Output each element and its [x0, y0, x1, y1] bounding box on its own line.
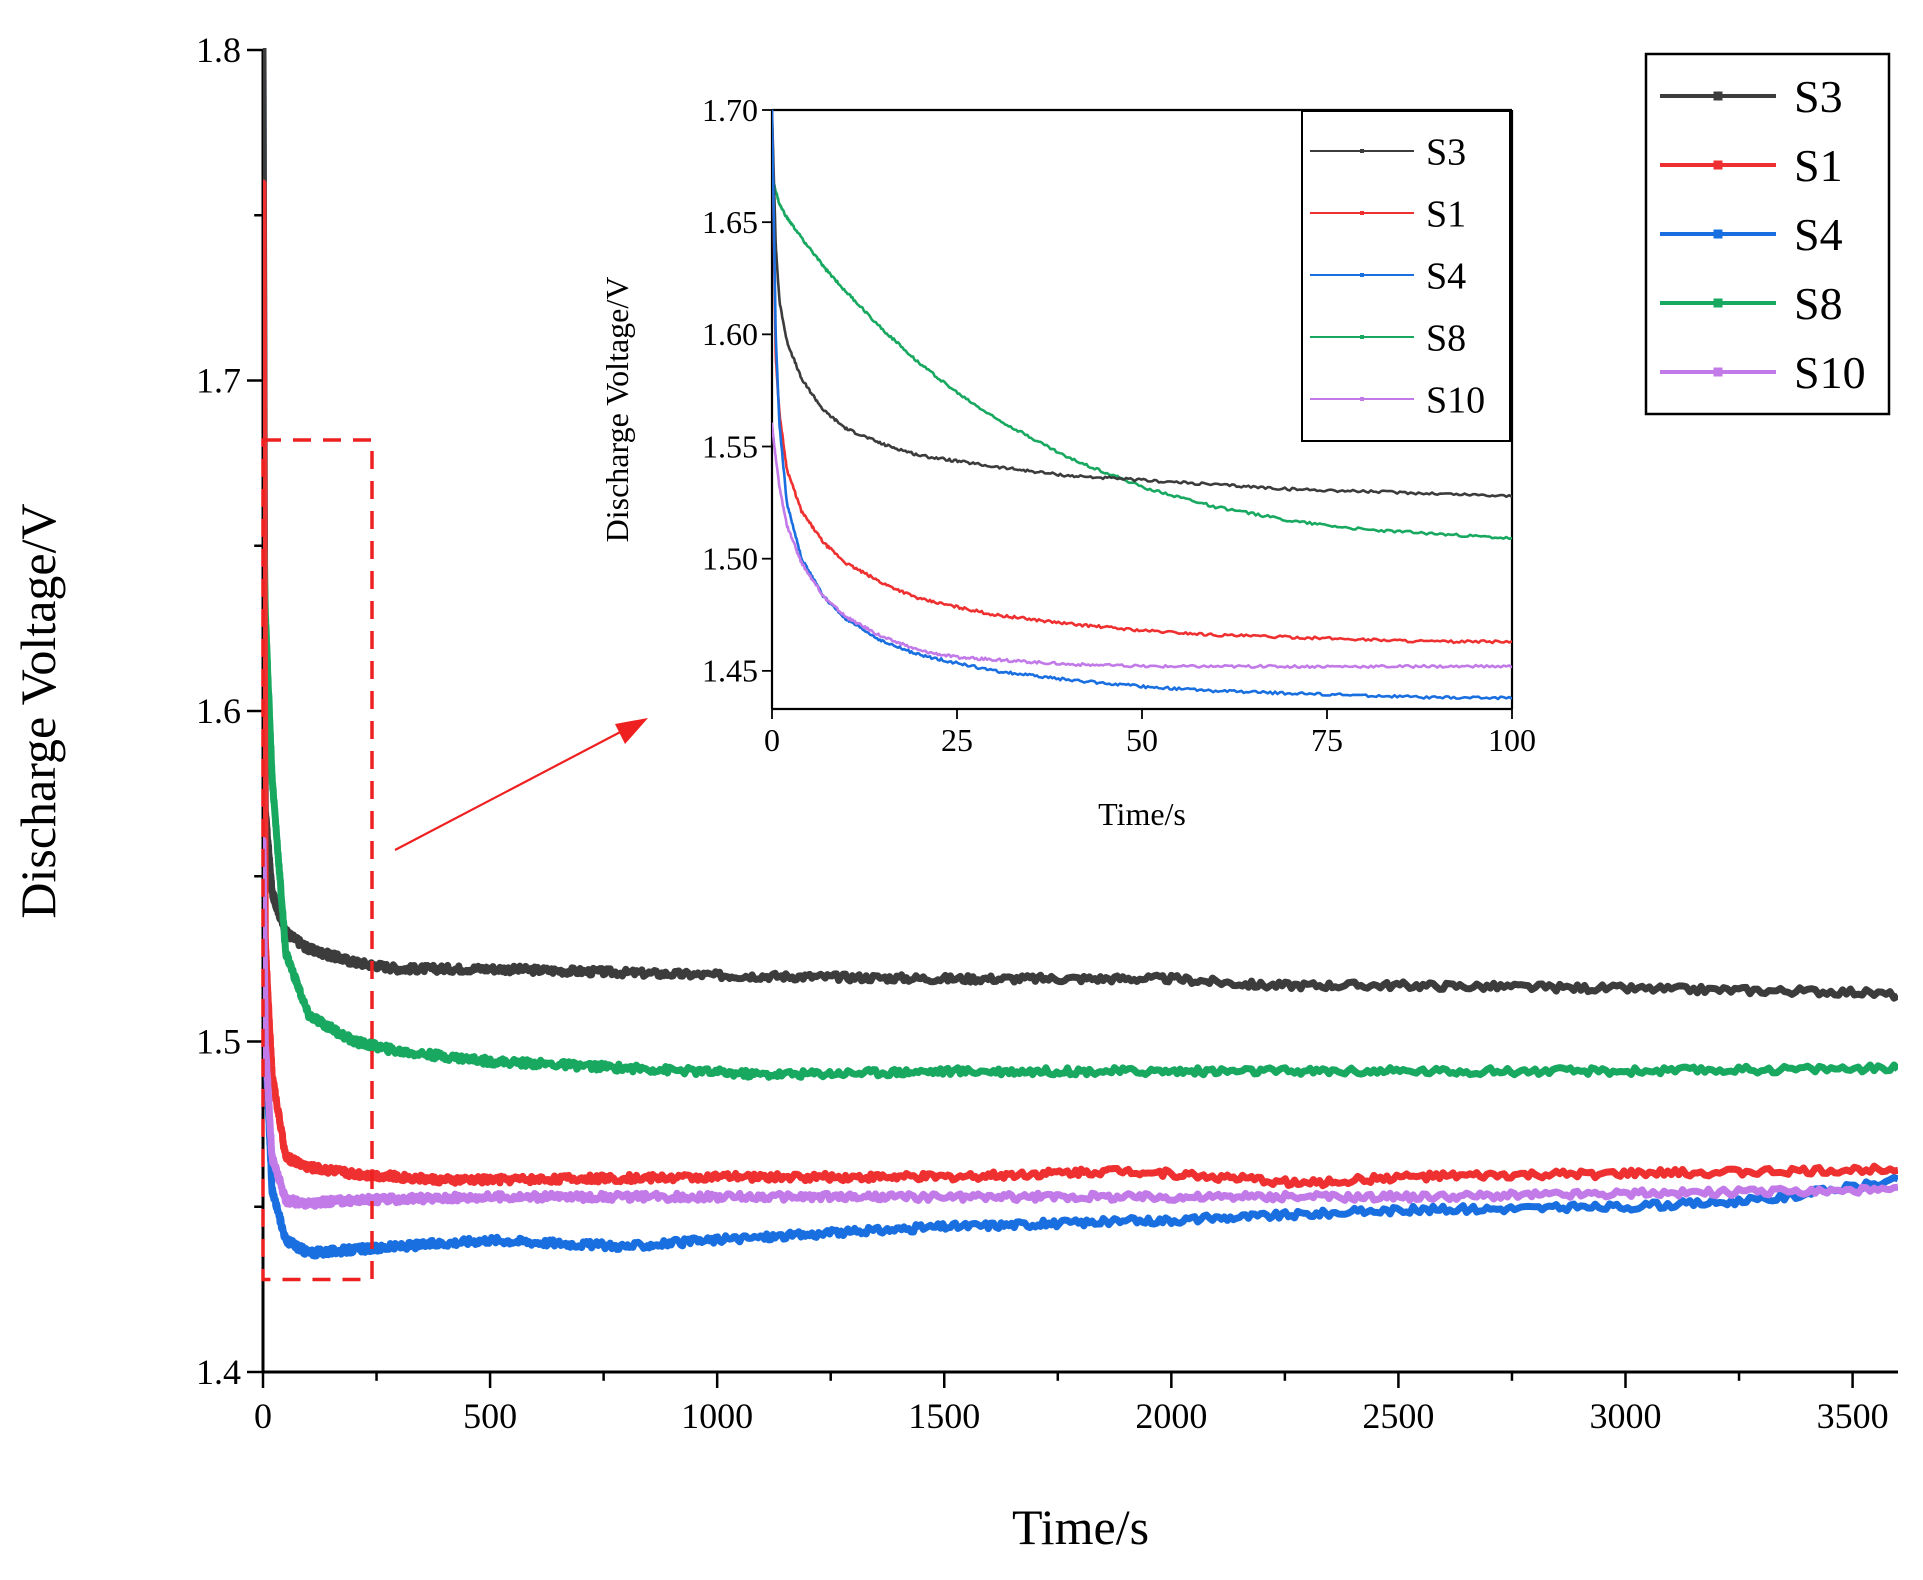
y-tick-label: 1.8 — [196, 30, 241, 70]
y-tick-label: 1.65 — [702, 204, 758, 240]
legend-label-s3: S3 — [1426, 131, 1466, 173]
legend-marker-s10 — [1713, 367, 1723, 377]
series-line-s4 — [263, 48, 1898, 1260]
legend-label-s4: S4 — [1794, 209, 1843, 260]
zoom-region-box — [261, 438, 374, 1282]
y-axis-title: Discharge Voltage/V — [10, 503, 66, 918]
x-tick-label: 1500 — [908, 1396, 980, 1436]
legend-label-s8: S8 — [1794, 278, 1843, 329]
x-tick-label: 1000 — [681, 1396, 753, 1436]
legend-label-s8: S8 — [1426, 317, 1466, 359]
series-line-s10 — [263, 836, 1898, 1210]
x-axis-title: Time/s — [1012, 1499, 1149, 1555]
x-axis-title: Time/s — [1098, 796, 1186, 832]
series-line-s1 — [263, 179, 1898, 1190]
legend-label-s1: S1 — [1426, 193, 1466, 235]
x-tick-label: 25 — [941, 722, 973, 758]
y-tick-label: 1.6 — [196, 691, 241, 731]
legend-label-s4: S4 — [1426, 255, 1466, 297]
legend-label-s10: S10 — [1794, 347, 1866, 398]
x-tick-label: 500 — [463, 1396, 517, 1436]
x-tick-label: 3500 — [1817, 1396, 1889, 1436]
x-tick-label: 0 — [254, 1396, 272, 1436]
x-tick-label: 2000 — [1135, 1396, 1207, 1436]
y-tick-label: 1.5 — [196, 1022, 241, 1062]
x-tick-label: 0 — [764, 722, 780, 758]
y-tick-label: 1.4 — [196, 1352, 241, 1392]
x-tick-label: 3000 — [1590, 1396, 1662, 1436]
series-line-s3 — [772, 109, 1512, 499]
series-line-s8 — [263, 473, 1898, 1081]
legend-marker-s4 — [1713, 229, 1723, 239]
x-tick-label: 75 — [1311, 722, 1343, 758]
plot-inset: 0 25 50 75 100 1.45 1.50 1.55 1.60 1.65 1.70 Time/s… — [599, 92, 1536, 832]
series-line-s1 — [772, 110, 1512, 645]
x-tick-label: 50 — [1126, 722, 1158, 758]
y-tick-label: 1.45 — [702, 653, 758, 689]
legend-label-s10: S10 — [1426, 379, 1485, 421]
y-tick-label: 1.60 — [702, 316, 758, 352]
y-tick-label: 1.55 — [702, 428, 758, 464]
x-tick-label: 100 — [1488, 722, 1536, 758]
y-axis-title: Discharge Voltage/V — [599, 277, 635, 543]
legend-marker-s3 — [1713, 91, 1723, 101]
y-tick-label: 1.70 — [702, 92, 758, 128]
zoom-arrow-line — [394, 727, 629, 851]
y-tick-label: 1.7 — [196, 361, 241, 401]
legend-marker-s10 — [1360, 397, 1364, 401]
x-tick-label: 2500 — [1362, 1396, 1434, 1436]
legend-marker-s4 — [1360, 273, 1364, 277]
legend-label-s3: S3 — [1794, 71, 1843, 122]
zoom-arrow-head — [615, 718, 648, 744]
y-tick-label: 1.50 — [702, 541, 758, 577]
plot-main: 0 500 1000 1500 2000 2500 3000 35001.41.51.61.7… — [10, 30, 1898, 1555]
legend-marker-s8 — [1360, 335, 1364, 339]
series-line-s8 — [772, 176, 1512, 541]
series-line-s10 — [772, 422, 1512, 670]
legend-label-s1: S1 — [1794, 140, 1843, 191]
legend-marker-s1 — [1360, 211, 1364, 215]
series-line-s3 — [263, 48, 1898, 1002]
legend-marker-s3 — [1360, 149, 1364, 153]
legend-marker-s8 — [1713, 298, 1723, 308]
series-line-s4 — [772, 109, 1512, 701]
legend-marker-s1 — [1713, 160, 1723, 170]
